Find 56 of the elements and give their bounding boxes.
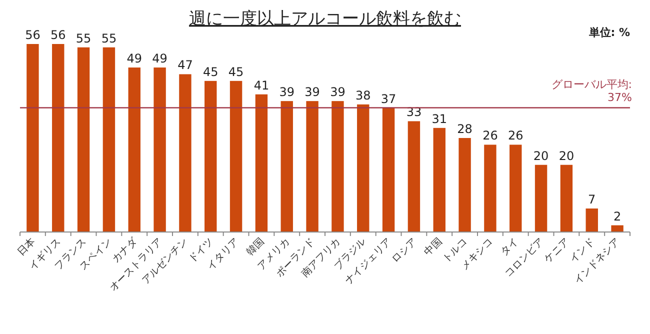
- bar: [560, 164, 573, 232]
- bar: [534, 164, 548, 232]
- chart-title: 週に一度以上アルコール飲料を飲む: [189, 9, 461, 29]
- x-tick-label: 日本: [15, 236, 38, 258]
- bar: [433, 128, 446, 232]
- ref-line-label: グローバル平均: 37%: [551, 78, 632, 104]
- data-label: 47: [178, 58, 193, 72]
- bar: [52, 44, 64, 232]
- data-label: 56: [50, 28, 66, 42]
- data-label: 20: [558, 148, 574, 163]
- bar: [382, 108, 395, 232]
- data-label: 26: [482, 128, 498, 143]
- bar: [102, 47, 116, 232]
- data-label: 45: [202, 64, 218, 79]
- bar: [611, 225, 624, 232]
- data-label: 55: [76, 31, 92, 46]
- data-label: 31: [432, 112, 448, 126]
- data-label: 39: [279, 85, 295, 100]
- data-label: 39: [304, 85, 320, 100]
- bar: [510, 144, 522, 232]
- bar: [204, 80, 217, 232]
- x-tick-label: ロシア: [390, 236, 420, 266]
- data-label: 41: [254, 78, 270, 92]
- bar: [154, 68, 166, 232]
- text: 単位: %: [588, 26, 630, 39]
- data-label: 49: [152, 52, 168, 66]
- x-tick-label: ケニア: [542, 236, 572, 266]
- data-label: 37: [380, 92, 396, 106]
- bar: [26, 44, 39, 232]
- bar: [332, 101, 344, 232]
- data-label: 45: [228, 64, 244, 79]
- data-label: 49: [126, 52, 142, 66]
- bar: [230, 80, 242, 232]
- bar: [128, 68, 140, 232]
- bar: [280, 101, 293, 232]
- bar: [77, 47, 90, 232]
- data-label: 55: [101, 31, 117, 46]
- bar: [586, 208, 598, 232]
- bar: [408, 121, 420, 232]
- data-label: 2: [613, 209, 622, 224]
- x-tick-label: 中国: [422, 236, 444, 258]
- bar: [484, 144, 496, 232]
- data-label: 56: [25, 28, 40, 42]
- x-tick-label: 韓国: [244, 236, 267, 258]
- bar: [306, 101, 318, 232]
- data-label: 20: [533, 148, 549, 163]
- x-tick-label: タイ: [498, 236, 521, 258]
- bar: [458, 138, 471, 232]
- data-label: 26: [508, 128, 524, 143]
- data-label: 38: [355, 88, 371, 102]
- data-label: 28: [457, 122, 472, 136]
- data-label: 7: [588, 192, 596, 206]
- bar: [357, 104, 370, 232]
- data-label: 39: [330, 85, 346, 100]
- bar: [255, 94, 268, 232]
- bar: [179, 74, 192, 232]
